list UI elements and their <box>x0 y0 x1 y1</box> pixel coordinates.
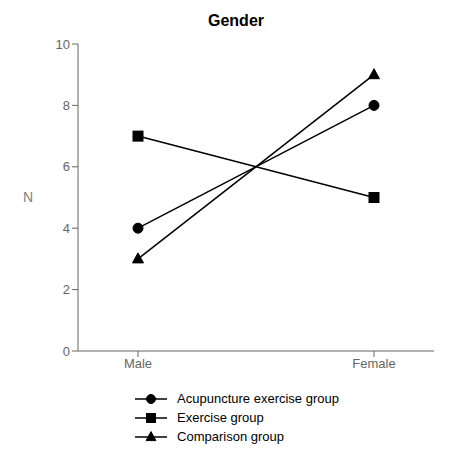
svg-text:6: 6 <box>63 159 70 174</box>
svg-text:Female: Female <box>352 356 395 371</box>
html-text:Gender: Gender <box>208 12 264 29</box>
html-text:Comparison group: Comparison group <box>177 429 284 444</box>
svg-text:10: 10 <box>56 37 70 52</box>
svg-text:Male: Male <box>124 356 152 371</box>
svg-text:N: N <box>23 189 33 205</box>
svg-text:4: 4 <box>63 221 70 236</box>
html-text:Exercise group: Exercise group <box>177 410 264 425</box>
html-text:Acupuncture exercise group: Acupuncture exercise group <box>177 391 339 406</box>
svg-text:2: 2 <box>63 282 70 297</box>
svg-text:8: 8 <box>63 98 70 113</box>
svg-text:0: 0 <box>63 344 70 359</box>
